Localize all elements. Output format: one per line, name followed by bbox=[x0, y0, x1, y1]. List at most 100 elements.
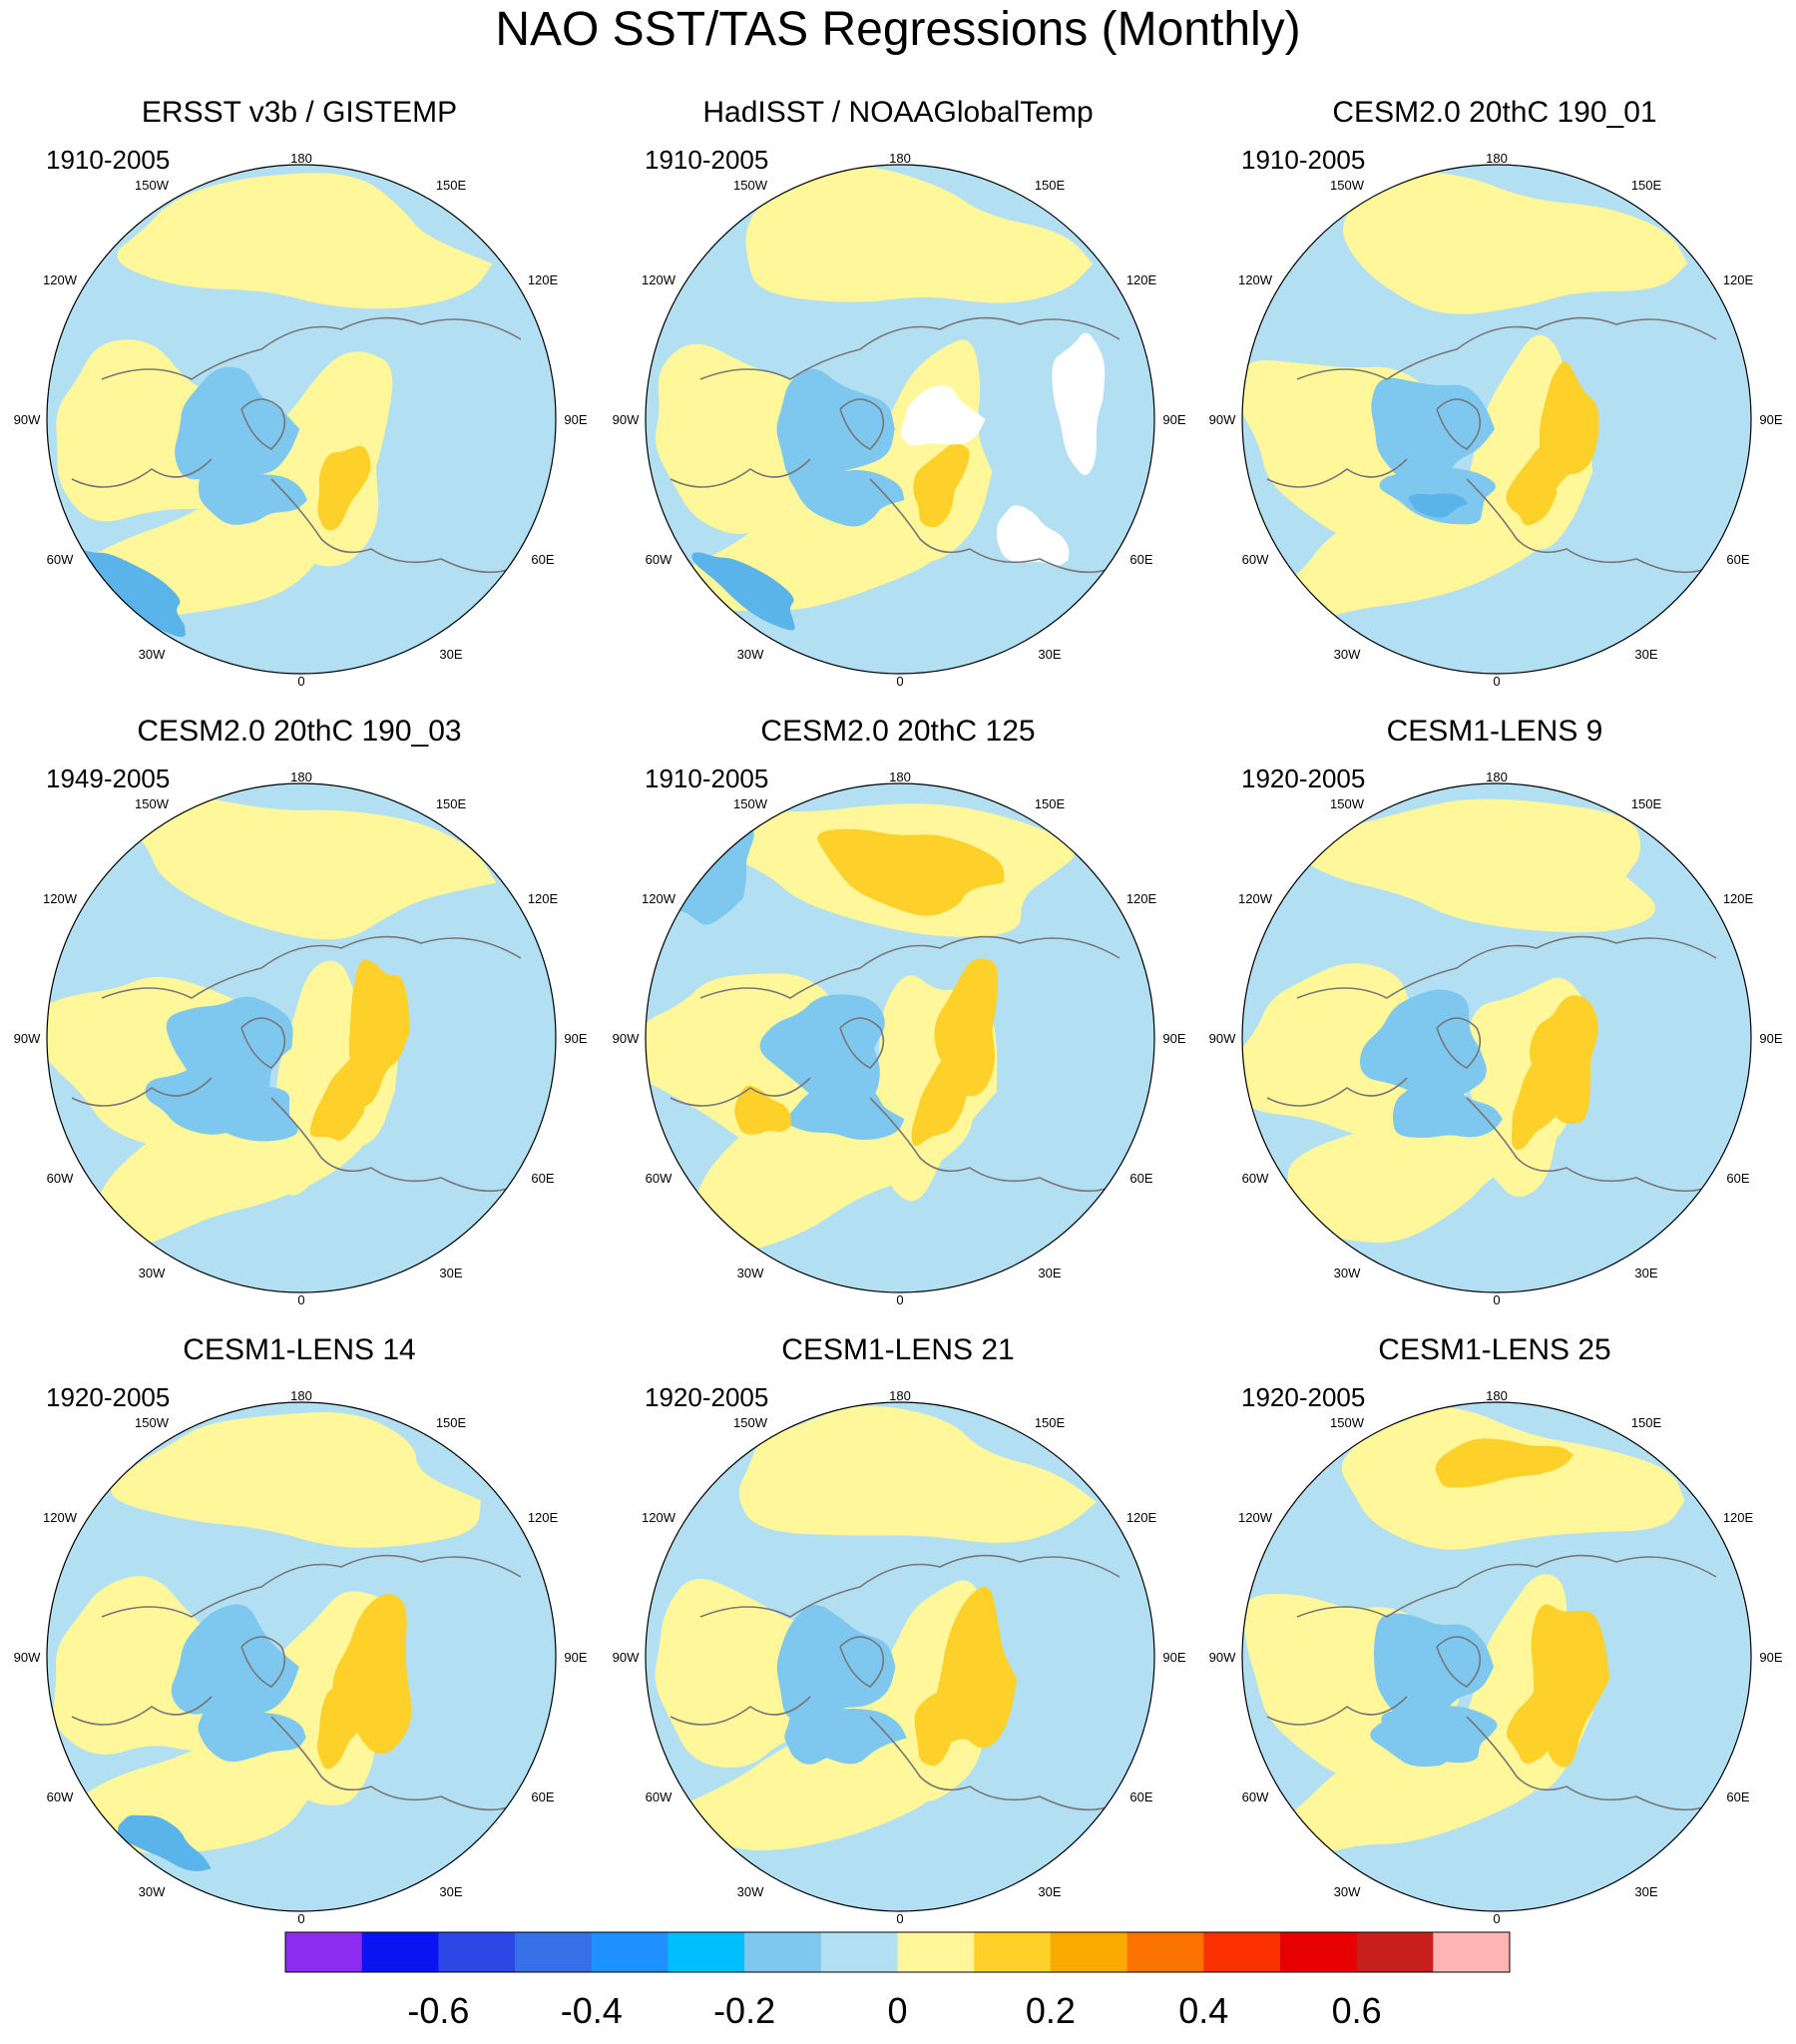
colorbar-swatch bbox=[897, 1932, 975, 1972]
longitude-label: 60E bbox=[531, 1171, 554, 1186]
coastline bbox=[1266, 458, 1408, 488]
colorbar-tick-label: 0.2 bbox=[1025, 1990, 1076, 2031]
anomaly-contour bbox=[1531, 1604, 1610, 1768]
anomaly-contour bbox=[745, 167, 1094, 303]
coastline bbox=[1266, 1696, 1408, 1726]
polar-map: 180 150E 120E 90E 60E 30E 0 30W 60W 90W 120W 150W bbox=[613, 151, 1186, 689]
polar-map: 180 150E 120E 90E 60E 30E 0 30W 60W 90W 120W 150W bbox=[14, 1388, 588, 1926]
coastline bbox=[1436, 398, 1482, 450]
colorbar-swatch bbox=[1279, 1932, 1358, 1972]
longitude-label: 0 bbox=[297, 1911, 304, 1926]
polar-map: 180 150E 120E 90E 60E 30E 0 30W 60W 90W 120W 150W bbox=[14, 151, 588, 689]
colorbar-swatch bbox=[285, 1932, 363, 1972]
anomaly-contour bbox=[111, 1411, 482, 1548]
coastline bbox=[699, 316, 1121, 380]
longitude-label: 150E bbox=[1035, 1415, 1066, 1430]
longitude-label: 120E bbox=[1723, 891, 1754, 906]
panel-title: CESM1-LENS 9 bbox=[1386, 715, 1603, 748]
panel-period: 1949-2005 bbox=[46, 764, 171, 793]
polar-map: 180 150E 120E 90E 60E 30E 0 30W 60W 90W 120W 150W bbox=[1209, 151, 1783, 689]
longitude-label: 30W bbox=[737, 647, 764, 662]
longitude-label: 30W bbox=[1334, 1884, 1361, 1899]
longitude-label: 60E bbox=[1129, 1171, 1152, 1186]
coastline bbox=[1266, 1077, 1408, 1107]
colorbar-frame bbox=[284, 1931, 1511, 1973]
longitude-label: 60W bbox=[646, 1171, 673, 1186]
longitude-label: 30E bbox=[439, 647, 462, 662]
longitude-label: 180 bbox=[290, 769, 312, 784]
longitude-label: 30W bbox=[139, 1884, 166, 1899]
panel-period: 1910-2005 bbox=[46, 145, 171, 175]
longitude-label: 0 bbox=[297, 674, 304, 689]
map-border bbox=[645, 1401, 1155, 1912]
longitude-label: 150E bbox=[436, 178, 467, 193]
anomaly-contour bbox=[1343, 170, 1688, 314]
coastline bbox=[270, 1097, 512, 1193]
colorbar-swatch bbox=[1433, 1932, 1511, 1972]
anomaly-contour bbox=[913, 443, 970, 528]
longitude-label: 30W bbox=[1334, 647, 1361, 662]
longitude-label: 0 bbox=[1493, 674, 1500, 689]
longitude-label: 90W bbox=[1209, 412, 1236, 427]
longitude-label: 60W bbox=[47, 552, 74, 567]
longitude-label: 150W bbox=[1330, 1415, 1365, 1430]
coastline bbox=[869, 478, 1111, 574]
colorbar-tick-label: 0 bbox=[887, 1990, 908, 2031]
map-panel: 180 150E 120E 90E 60E 30E 0 30W 60W 90W 120W 150W CE… bbox=[1195, 95, 1794, 714]
longitude-label: 60E bbox=[1726, 1171, 1749, 1186]
anomaly-contour bbox=[911, 1055, 968, 1147]
panel-title: HadISST / NOAAGlobalTemp bbox=[702, 96, 1094, 129]
longitude-label: 120W bbox=[642, 1510, 676, 1525]
longitude-label: 150W bbox=[733, 1415, 768, 1430]
longitude-label: 120E bbox=[1126, 891, 1157, 906]
longitude-label: 90W bbox=[14, 412, 41, 427]
map-panel: 180 150E 120E 90E 60E 30E 0 30W 60W 90W 120W 150W CE… bbox=[0, 1332, 599, 1951]
coastline bbox=[1296, 935, 1717, 999]
anomaly-contour bbox=[118, 1814, 212, 1871]
longitude-label: 120W bbox=[642, 272, 676, 287]
anomaly-contour bbox=[317, 445, 371, 531]
longitude-label: 150W bbox=[135, 178, 170, 193]
anomaly-contour bbox=[1408, 493, 1469, 518]
anomaly-contour bbox=[1370, 1707, 1454, 1768]
longitude-label: 90W bbox=[1209, 1031, 1236, 1046]
longitude-label: 0 bbox=[896, 674, 903, 689]
panel-title: CESM1-LENS 14 bbox=[183, 1333, 416, 1366]
longitude-label: 60E bbox=[1726, 552, 1749, 567]
longitude-label: 120W bbox=[1238, 1510, 1273, 1525]
anomaly-contour bbox=[175, 366, 300, 480]
panel-title: CESM2.0 20thC 190_01 bbox=[1332, 96, 1657, 129]
longitude-label: 30E bbox=[1634, 647, 1657, 662]
colorbar-tick-label: -0.2 bbox=[713, 1990, 776, 2031]
colorbar-swatch bbox=[974, 1932, 1052, 1972]
colorbar-swatch bbox=[1126, 1932, 1204, 1972]
longitude-label: 120W bbox=[1238, 272, 1273, 287]
longitude-label: 90E bbox=[1759, 1650, 1782, 1665]
polar-map: 180 150E 120E 90E 60E 30E 0 30W 60W 90W 120W 150W bbox=[613, 1388, 1186, 1926]
longitude-label: 30W bbox=[737, 1884, 764, 1899]
longitude-label: 90E bbox=[564, 1031, 587, 1046]
panel-period: 1920-2005 bbox=[1241, 1382, 1366, 1412]
longitude-label: 150E bbox=[1631, 796, 1662, 811]
map-panel: 180 150E 120E 90E 60E 30E 0 30W 60W 90W 120W 150W ER… bbox=[0, 95, 599, 714]
coastline bbox=[839, 398, 885, 450]
anomaly-contour bbox=[933, 1586, 1018, 1749]
longitude-label: 120E bbox=[1126, 272, 1157, 287]
longitude-label: 60W bbox=[47, 1789, 74, 1804]
colorbar-swatch bbox=[591, 1932, 669, 1972]
longitude-label: 90W bbox=[613, 1650, 640, 1665]
longitude-label: 150E bbox=[1631, 1415, 1662, 1430]
anomaly-contour bbox=[309, 1055, 365, 1141]
panel-title: CESM2.0 20thC 125 bbox=[760, 715, 1036, 748]
longitude-label: 90E bbox=[564, 412, 587, 427]
longitude-label: 60W bbox=[646, 1789, 673, 1804]
panel-period: 1910-2005 bbox=[645, 764, 769, 793]
longitude-label: 150W bbox=[1330, 178, 1365, 193]
longitude-label: 0 bbox=[896, 1911, 903, 1926]
longitude-label: 0 bbox=[297, 1292, 304, 1307]
longitude-label: 120E bbox=[528, 891, 559, 906]
longitude-label: 120W bbox=[43, 1510, 78, 1525]
longitude-label: 180 bbox=[1486, 151, 1508, 166]
longitude-label: 120E bbox=[528, 272, 559, 287]
longitude-label: 60W bbox=[1242, 1171, 1269, 1186]
